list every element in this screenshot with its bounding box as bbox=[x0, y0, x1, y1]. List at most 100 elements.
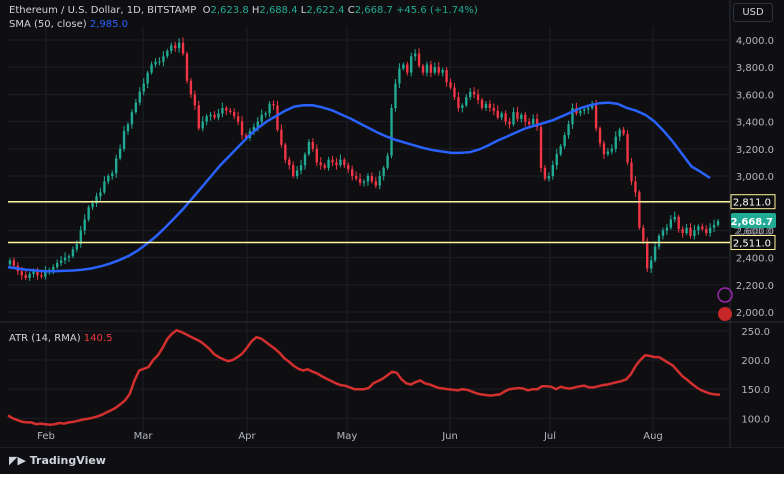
currency-button[interactable]: USD bbox=[733, 3, 773, 22]
candle-body bbox=[170, 45, 173, 51]
candle-body bbox=[99, 192, 102, 197]
candle-body bbox=[453, 87, 456, 98]
legend-change: +45.6 (+1.74%) bbox=[396, 5, 478, 16]
candle bbox=[229, 107, 232, 115]
candle-body bbox=[343, 159, 346, 166]
candle bbox=[476, 89, 480, 105]
candle-body bbox=[134, 102, 138, 113]
candle-body bbox=[413, 53, 417, 57]
flag-icon bbox=[718, 307, 732, 321]
candle-body bbox=[118, 148, 122, 159]
ghost-tick-label: 2,600.0 bbox=[734, 226, 772, 237]
candle bbox=[496, 105, 499, 120]
month-label: Jul bbox=[543, 431, 556, 442]
candle bbox=[402, 62, 405, 71]
candle bbox=[354, 171, 358, 181]
candle-body bbox=[63, 257, 67, 261]
candle-body bbox=[701, 226, 704, 230]
candle bbox=[535, 113, 539, 131]
candle bbox=[551, 160, 554, 180]
candle-body bbox=[177, 42, 181, 49]
candle bbox=[461, 103, 464, 113]
candle bbox=[429, 60, 433, 78]
candle-body bbox=[111, 173, 114, 176]
candle bbox=[528, 117, 531, 127]
candle-body bbox=[437, 67, 440, 73]
candle-body bbox=[539, 127, 543, 168]
candle-body bbox=[587, 108, 590, 110]
tradingview-logo-icon: ◤▶ bbox=[9, 454, 26, 467]
candle bbox=[712, 219, 716, 233]
candle-body bbox=[673, 216, 676, 220]
candle-body bbox=[421, 65, 425, 73]
candle bbox=[79, 225, 82, 248]
candle bbox=[185, 51, 189, 84]
candle-body bbox=[685, 227, 688, 234]
candle-body bbox=[142, 83, 145, 92]
legend-sma-label: SMA (50, close) bbox=[9, 19, 87, 30]
candle bbox=[28, 271, 31, 281]
candle-body bbox=[358, 178, 362, 183]
candle-body bbox=[504, 113, 507, 122]
candle-body bbox=[567, 124, 570, 136]
candle bbox=[272, 100, 275, 110]
candle bbox=[398, 63, 401, 89]
candle-body bbox=[610, 148, 614, 152]
month-label: Aug bbox=[643, 431, 663, 442]
candle-body bbox=[354, 176, 358, 179]
candle bbox=[181, 37, 185, 56]
candle-body bbox=[28, 273, 31, 278]
candle bbox=[626, 130, 629, 166]
candle-body bbox=[75, 244, 79, 250]
candle-body bbox=[107, 176, 110, 182]
candle bbox=[488, 100, 492, 112]
candle-body bbox=[425, 64, 429, 73]
candle-body bbox=[370, 176, 374, 182]
month-label: Jun bbox=[441, 431, 458, 442]
candle-body bbox=[331, 159, 334, 163]
candle-body bbox=[114, 158, 118, 174]
price-tick-label: 4,000.0 bbox=[736, 36, 774, 47]
sma-line bbox=[7, 101, 711, 273]
candle bbox=[126, 122, 130, 135]
candle bbox=[614, 131, 617, 153]
candle bbox=[673, 211, 676, 223]
candle-body bbox=[512, 112, 515, 125]
candle-body bbox=[260, 114, 263, 122]
footer: ◤▶ TradingView bbox=[0, 448, 784, 474]
candle-body bbox=[362, 181, 366, 183]
legend-low: 2,622.4 bbox=[306, 5, 345, 16]
candle bbox=[594, 99, 598, 132]
candle-body bbox=[429, 64, 433, 73]
candle-body bbox=[217, 113, 220, 118]
candle bbox=[71, 246, 75, 259]
candle-body bbox=[150, 64, 153, 73]
candle bbox=[44, 265, 47, 280]
candle-body bbox=[339, 159, 342, 166]
atr-line bbox=[7, 328, 721, 427]
price-tick-label: 3,400.0 bbox=[736, 118, 774, 129]
price-tick-label: 3,600.0 bbox=[736, 90, 774, 101]
level-label: 2,811.0 bbox=[733, 198, 771, 209]
candle bbox=[67, 254, 71, 263]
candle-body bbox=[496, 110, 499, 118]
candle-body bbox=[535, 118, 539, 128]
legend-atr-value: 140.5 bbox=[83, 333, 113, 344]
candle bbox=[543, 164, 547, 181]
candle bbox=[567, 120, 570, 139]
candle bbox=[236, 111, 240, 126]
legend-main: Ethereum / U.S. Dollar, 1D, BITSTAMP O2,… bbox=[9, 5, 478, 16]
candle bbox=[484, 101, 488, 111]
candle-body bbox=[579, 110, 582, 114]
candle-body bbox=[374, 181, 377, 186]
candle bbox=[83, 214, 86, 235]
candle-body bbox=[284, 144, 287, 160]
candle bbox=[122, 125, 126, 152]
candle bbox=[417, 48, 421, 68]
candle bbox=[606, 147, 610, 157]
candle-body bbox=[484, 103, 488, 108]
price-tick-label: 2,000.0 bbox=[736, 308, 774, 319]
candle bbox=[299, 159, 303, 175]
